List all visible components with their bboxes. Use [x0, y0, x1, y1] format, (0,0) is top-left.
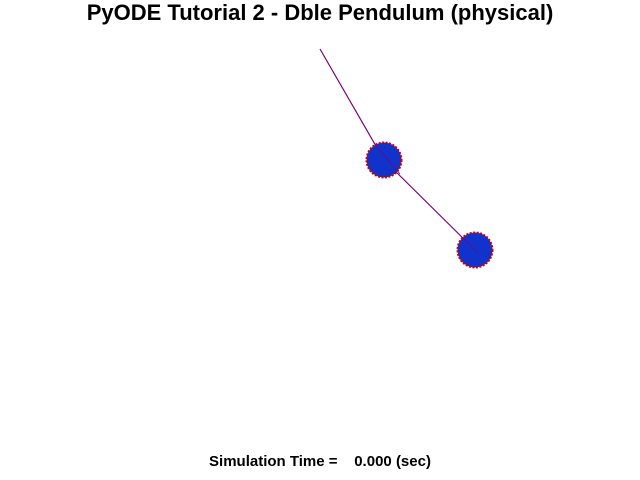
simulation-time-unit: (sec) [395, 453, 431, 470]
window-title: PyODE Tutorial 2 - Dble Pendulum (physic… [86, 0, 554, 25]
simulation-time-readout: Simulation Time = 0.000 (sec) [0, 452, 640, 472]
upper-rod [319, 48, 385, 161]
lower-rod-overlay [461, 236, 479, 254]
simulation-time-label: Simulation Time = [209, 453, 338, 470]
simulation-time-value: 0.000 [354, 453, 392, 470]
upper-bob [365, 141, 403, 179]
upper-rod-overlay [375, 145, 401, 175]
lower-rod [383, 159, 476, 251]
